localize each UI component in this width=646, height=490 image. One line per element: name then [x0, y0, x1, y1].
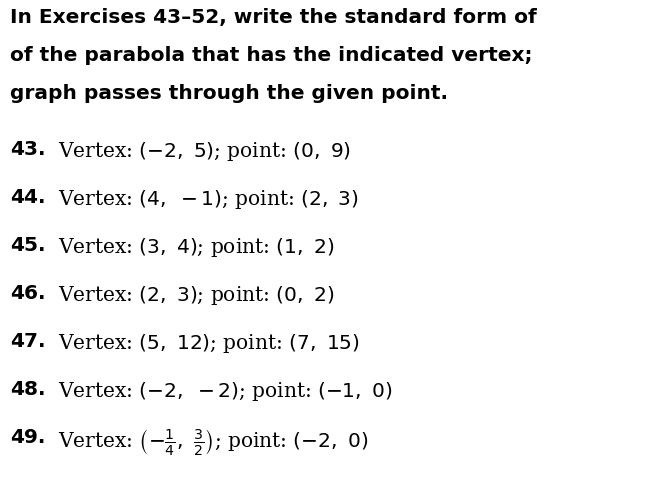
Text: Vertex: $(-2,\ -2)$; point: $(-1,\ 0)$: Vertex: $(-2,\ -2)$; point: $(-1,\ 0)$	[58, 380, 393, 403]
Text: of the parabola that has the indicated vertex;: of the parabola that has the indicated v…	[10, 46, 532, 65]
Text: Vertex: $(3,\ 4)$; point: $(1,\ 2)$: Vertex: $(3,\ 4)$; point: $(1,\ 2)$	[58, 236, 334, 259]
Text: 48.: 48.	[10, 380, 45, 399]
Text: Vertex: $\left(-\frac{1}{4},\ \frac{3}{2}\right)$; point: $(-2,\ 0)$: Vertex: $\left(-\frac{1}{4},\ \frac{3}{2…	[58, 428, 368, 458]
Text: Vertex: $(5,\ 12)$; point: $(7,\ 15)$: Vertex: $(5,\ 12)$; point: $(7,\ 15)$	[58, 332, 360, 355]
Text: In Exercises 43–52, write the standard form of: In Exercises 43–52, write the standard f…	[10, 8, 537, 27]
Text: 47.: 47.	[10, 332, 45, 351]
Text: 45.: 45.	[10, 236, 45, 255]
Text: 44.: 44.	[10, 188, 45, 207]
Text: graph passes through the given point.: graph passes through the given point.	[10, 84, 448, 103]
Text: Vertex: $(-2,\ 5)$; point: $(0,\ 9)$: Vertex: $(-2,\ 5)$; point: $(0,\ 9)$	[58, 140, 351, 163]
Text: Vertex: $(2,\ 3)$; point: $(0,\ 2)$: Vertex: $(2,\ 3)$; point: $(0,\ 2)$	[58, 284, 334, 307]
Text: Vertex: $(4,\ -1)$; point: $(2,\ 3)$: Vertex: $(4,\ -1)$; point: $(2,\ 3)$	[58, 188, 359, 211]
Text: 49.: 49.	[10, 428, 45, 447]
Text: 43.: 43.	[10, 140, 45, 159]
Text: 46.: 46.	[10, 284, 45, 303]
